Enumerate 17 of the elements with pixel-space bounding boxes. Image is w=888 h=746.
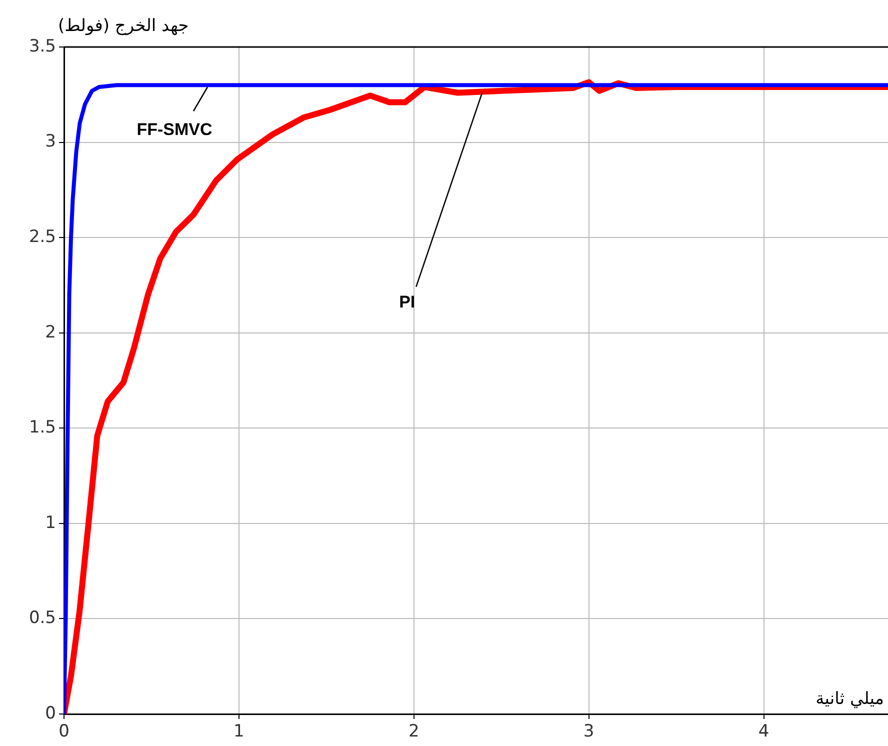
annotation: FF-SMVC — [136, 120, 212, 139]
x-tick-label: 2 — [408, 722, 420, 742]
x-tick-label: 0 — [58, 722, 70, 742]
x-tick-label: 3 — [583, 722, 594, 742]
x-axis-title: ميلي ثانية — [816, 688, 884, 709]
y-tick-label: 2 — [45, 322, 56, 342]
annotation: PI — [399, 292, 416, 312]
y-tick-label: 3 — [45, 132, 56, 152]
x-tick-label: 4 — [758, 722, 770, 742]
y-tick-label: 1.5 — [28, 418, 56, 438]
y-tick-label: 2.5 — [28, 226, 56, 247]
y-axis-title: جهد الخرج (فولط) — [58, 16, 189, 36]
y-tick-label: 0.5 — [28, 608, 56, 628]
x-tick-label: 1 — [234, 722, 244, 742]
y-tick-label: 3.5 — [28, 36, 56, 56]
y-tick-label: 0 — [45, 703, 56, 724]
y-tick-label: 1 — [45, 512, 56, 533]
